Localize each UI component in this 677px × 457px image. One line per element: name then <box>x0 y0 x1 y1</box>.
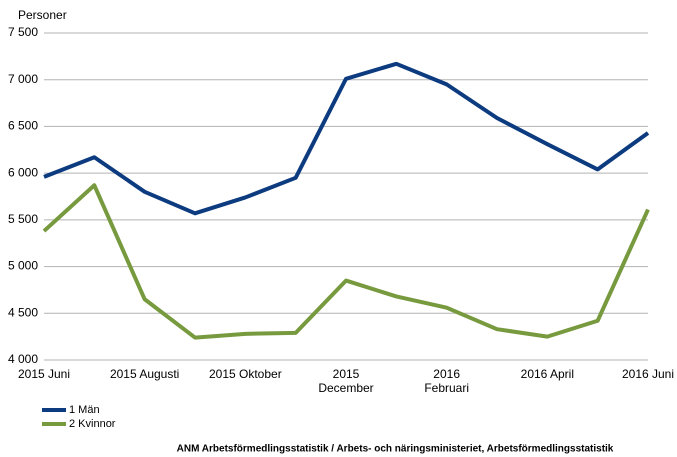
y-tick-label: 6 000 <box>8 165 38 179</box>
y-tick-label: 6 500 <box>8 119 38 133</box>
x-tick-label: 2016 Februari <box>424 367 469 395</box>
x-tick-label: 2016 April <box>520 367 575 381</box>
y-tick-label: 4 500 <box>8 305 38 319</box>
x-tick-label: 2015 Oktober <box>208 367 282 381</box>
y-axis-label: Personer <box>18 8 67 22</box>
y-tick-label: 7 000 <box>8 72 38 86</box>
note: ANM Arbetsförmedlingsstatistik / Arbets-… <box>177 444 614 455</box>
line <box>42 183 650 340</box>
x-tick-label: 2015 Augusti <box>109 367 180 381</box>
legend-label: 1 Män <box>69 404 100 416</box>
y-tick-label: 5 000 <box>8 259 38 273</box>
x-tick-label: 2015 Juni <box>17 367 71 381</box>
legend-label: 2 Kvinnor <box>69 418 116 430</box>
x-tick-label: 2015 December <box>318 367 374 395</box>
x-tick-label: 2016 Juni <box>621 367 675 381</box>
y-tick-label: 4 000 <box>8 352 38 366</box>
y-tick-label: 5 500 <box>8 212 38 226</box>
y-tick-label: 7 500 <box>8 25 38 39</box>
line <box>43 61 650 216</box>
